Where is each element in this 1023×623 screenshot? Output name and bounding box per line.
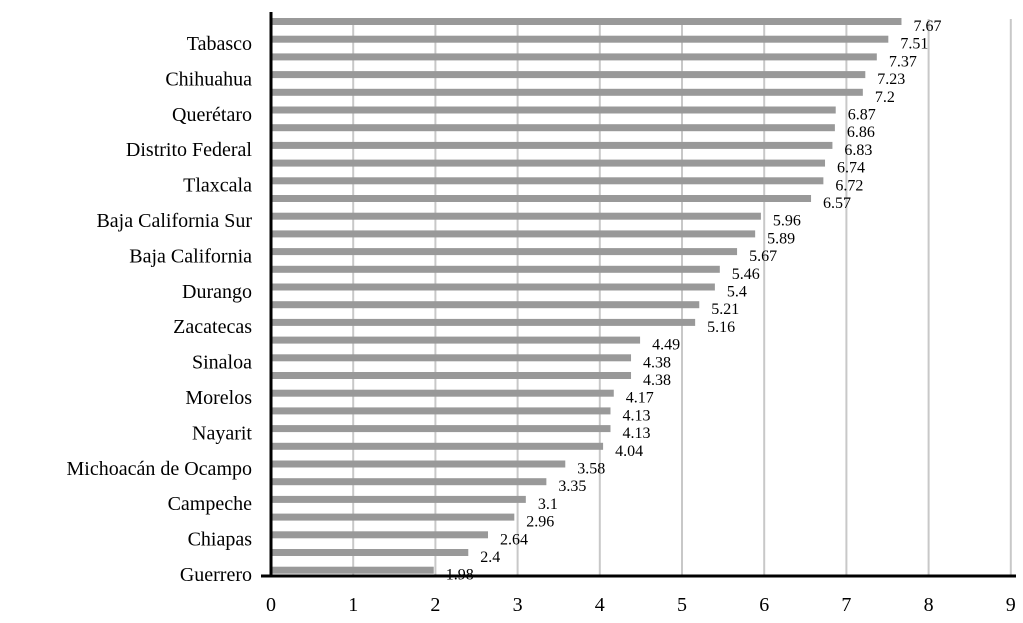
bar [271, 248, 738, 256]
category-labels: Tabasco Chihuahua Querétaro Distrito Federa… [67, 33, 253, 586]
data-label: 7.67 [913, 18, 941, 35]
category-label: Sinaloa [192, 352, 252, 374]
bar [271, 230, 756, 238]
data-label: 6.74 [837, 160, 865, 177]
x-tick-label: 5 [677, 594, 687, 616]
data-label: 7.51 [900, 36, 928, 53]
bar [271, 354, 632, 362]
data-label: 5.96 [773, 213, 801, 230]
bar [271, 301, 700, 309]
category-label: Michoacán de Ocampo [67, 458, 252, 480]
data-label: 4.13 [622, 425, 650, 442]
data-label: 5.4 [727, 284, 747, 301]
data-label: 4.04 [615, 443, 643, 460]
bar [271, 159, 826, 167]
x-tick-label: 6 [759, 594, 769, 616]
bar [271, 442, 604, 450]
data-label: 4.17 [626, 390, 654, 407]
bar [271, 177, 824, 185]
category-label: Tabasco [187, 33, 252, 55]
data-label: 4.38 [643, 372, 671, 389]
data-label: 5.89 [767, 230, 795, 247]
bar [271, 389, 614, 397]
category-label: Nayarit [192, 422, 252, 444]
data-label: 6.86 [847, 124, 875, 141]
bar [271, 318, 696, 326]
bars [271, 18, 902, 574]
x-tick-labels: 0 1 2 3 4 5 6 7 8 9 [266, 594, 1016, 616]
bar [271, 106, 836, 114]
bar [271, 141, 833, 149]
category-label: Querétaro [172, 104, 252, 126]
bar [271, 18, 902, 25]
bar [271, 124, 835, 132]
data-label: 2.96 [526, 514, 554, 531]
data-label: 5.46 [732, 266, 760, 283]
x-tick-label: 3 [513, 594, 523, 616]
category-label: Zacatecas [173, 316, 252, 338]
data-label: 4.38 [643, 354, 671, 371]
bar [271, 566, 434, 574]
gridlines [352, 19, 1012, 576]
bar [271, 407, 611, 415]
data-label: 4.49 [652, 337, 680, 354]
data-label: 5.21 [711, 301, 739, 318]
data-label: 3.58 [577, 461, 605, 478]
category-label: Morelos [185, 387, 252, 409]
data-label: 2.64 [500, 531, 528, 548]
bar [271, 372, 632, 379]
category-label: Baja California Sur [96, 210, 252, 232]
category-label: Campeche [168, 493, 253, 515]
bar [271, 71, 866, 79]
category-label: Chihuahua [165, 68, 252, 90]
data-label: 6.83 [844, 142, 872, 159]
data-label: 4.13 [622, 407, 650, 424]
bar [271, 513, 515, 521]
bar [271, 35, 889, 43]
bar [271, 531, 489, 539]
category-label: Chiapas [188, 529, 253, 551]
data-label: 7.2 [875, 89, 895, 106]
category-label: Distrito Federal [126, 139, 253, 161]
bar [271, 195, 812, 202]
data-label: 7.37 [889, 53, 917, 70]
data-label: 6.87 [848, 107, 876, 124]
x-tick-label: 1 [348, 594, 358, 616]
x-tick-label: 7 [841, 594, 851, 616]
x-tick-label: 8 [924, 594, 934, 616]
bar [271, 53, 877, 61]
bar [271, 88, 863, 96]
x-tick-label: 9 [1006, 594, 1016, 616]
x-tick-label: 0 [266, 594, 276, 616]
axes [261, 12, 1016, 578]
x-tick-label: 4 [595, 594, 605, 616]
bar [271, 549, 469, 556]
bar [271, 495, 526, 503]
data-label: 6.72 [835, 177, 863, 194]
data-labels: 7.677.517.377.237.26.876.866.836.746.726… [446, 18, 942, 584]
bar [271, 460, 566, 468]
category-label: Baja California [129, 245, 252, 267]
data-label: 7.23 [877, 71, 905, 88]
bar [271, 478, 547, 486]
bar [271, 425, 611, 433]
bar [271, 212, 761, 220]
bar [271, 265, 720, 273]
data-label: 5.16 [707, 319, 735, 336]
data-label: 6.57 [823, 195, 851, 212]
category-label: Guerrero [180, 564, 252, 586]
data-label: 3.35 [558, 478, 586, 495]
data-label: 1.98 [446, 567, 474, 584]
data-label: 2.4 [480, 549, 500, 566]
category-label: Durango [182, 281, 252, 303]
x-tick-label: 2 [430, 594, 440, 616]
data-label: 5.67 [749, 248, 777, 265]
bar [271, 336, 641, 344]
bar [271, 283, 715, 291]
data-label: 3.1 [538, 496, 558, 513]
category-label: Tlaxcala [183, 175, 252, 197]
